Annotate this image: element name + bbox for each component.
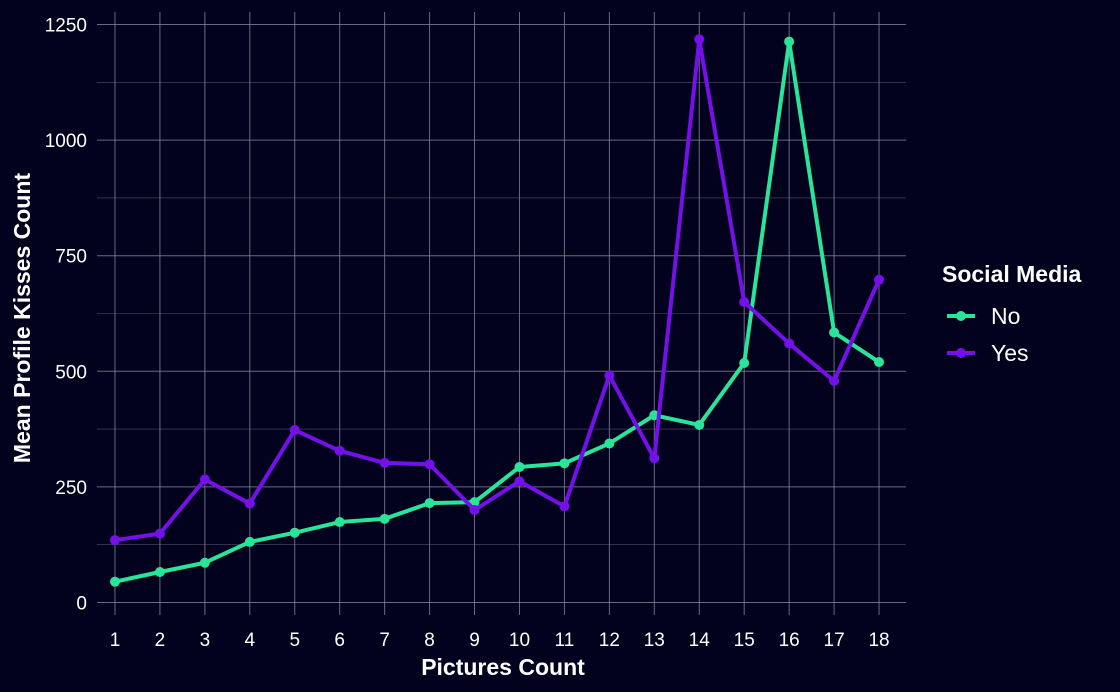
x-tick-label: 15 xyxy=(734,630,755,651)
data-point-yes xyxy=(829,376,840,387)
data-point-yes xyxy=(739,296,750,307)
data-point-no xyxy=(514,462,525,473)
series-no xyxy=(109,36,885,587)
y-tick-label: 500 xyxy=(55,362,87,383)
series-line-yes xyxy=(112,37,882,543)
data-point-no xyxy=(379,513,390,524)
legend-key-point xyxy=(956,348,966,358)
data-point-no xyxy=(424,498,435,509)
grid xyxy=(97,12,906,615)
data-point-no xyxy=(244,536,255,547)
x-tick-label: 5 xyxy=(289,630,300,651)
y-tick-label: 1000 xyxy=(45,131,87,152)
legend-label: Yes xyxy=(991,340,1029,366)
x-tick-label: 16 xyxy=(779,630,800,651)
x-tick-label: 2 xyxy=(155,630,166,651)
x-tick-label: 10 xyxy=(509,630,530,651)
x-tick-label: 11 xyxy=(555,630,575,651)
legend-item-no: No xyxy=(947,303,1020,329)
legend-key-point xyxy=(956,311,966,321)
data-point-no xyxy=(694,419,705,430)
data-point-no xyxy=(739,357,750,368)
data-point-yes xyxy=(784,338,795,349)
x-tick-label: 17 xyxy=(824,630,845,651)
data-point-no xyxy=(109,576,120,587)
series-line-no xyxy=(112,39,882,584)
series-yes xyxy=(109,34,885,546)
legend-item-yes: Yes xyxy=(947,340,1029,366)
data-point-yes xyxy=(649,453,660,464)
y-tick-label: 250 xyxy=(55,478,87,499)
y-tick-label: 0 xyxy=(76,594,87,615)
x-tick-label: 4 xyxy=(245,630,256,651)
data-point-no xyxy=(604,438,615,449)
data-point-yes xyxy=(469,505,480,516)
data-point-yes xyxy=(604,370,615,381)
data-point-yes xyxy=(199,474,210,485)
data-point-no xyxy=(829,327,840,338)
data-point-yes xyxy=(154,528,165,539)
data-point-no xyxy=(874,357,885,368)
x-axis-title: Pictures Count xyxy=(421,654,585,680)
data-point-yes xyxy=(334,445,345,456)
y-tick-label: 750 xyxy=(55,247,87,268)
data-point-no xyxy=(334,517,345,528)
x-tick-label: 9 xyxy=(469,630,480,651)
x-axis-ticks: 1 2 3 4 5 6 7 8 9 10 11 12 13 14 15 16 17 18 xyxy=(110,630,890,651)
x-tick-label: 6 xyxy=(334,630,345,651)
data-point-no xyxy=(199,557,210,568)
legend-title: Social Media xyxy=(942,261,1082,287)
data-point-yes xyxy=(244,498,255,509)
data-point-no xyxy=(784,36,795,47)
data-point-no xyxy=(289,527,300,538)
data-point-yes xyxy=(109,535,120,546)
data-point-yes xyxy=(424,459,435,470)
y-tick-label: 1250 xyxy=(45,15,87,36)
data-point-yes xyxy=(694,34,705,45)
y-axis-title: Mean Profile Kisses Count xyxy=(9,173,35,463)
x-tick-label: 3 xyxy=(200,630,211,651)
data-point-yes xyxy=(379,457,390,468)
data-point-no xyxy=(559,458,570,469)
y-axis-ticks: 0 250 500 750 1000 1250 xyxy=(45,15,87,614)
x-tick-label: 7 xyxy=(379,630,390,651)
legend: Social Media No Yes xyxy=(942,261,1082,366)
x-tick-label: 12 xyxy=(599,630,620,651)
x-tick-label: 1 xyxy=(110,630,121,651)
x-tick-label: 18 xyxy=(868,630,889,651)
series-layer xyxy=(109,34,885,587)
x-tick-label: 8 xyxy=(424,630,435,651)
data-point-yes xyxy=(289,425,300,436)
data-point-yes xyxy=(559,501,570,512)
data-point-no xyxy=(154,566,165,577)
data-point-yes xyxy=(874,274,885,285)
x-tick-label: 14 xyxy=(689,630,711,651)
data-point-yes xyxy=(514,476,525,487)
x-tick-label: 13 xyxy=(644,630,665,651)
legend-label: No xyxy=(991,303,1020,329)
